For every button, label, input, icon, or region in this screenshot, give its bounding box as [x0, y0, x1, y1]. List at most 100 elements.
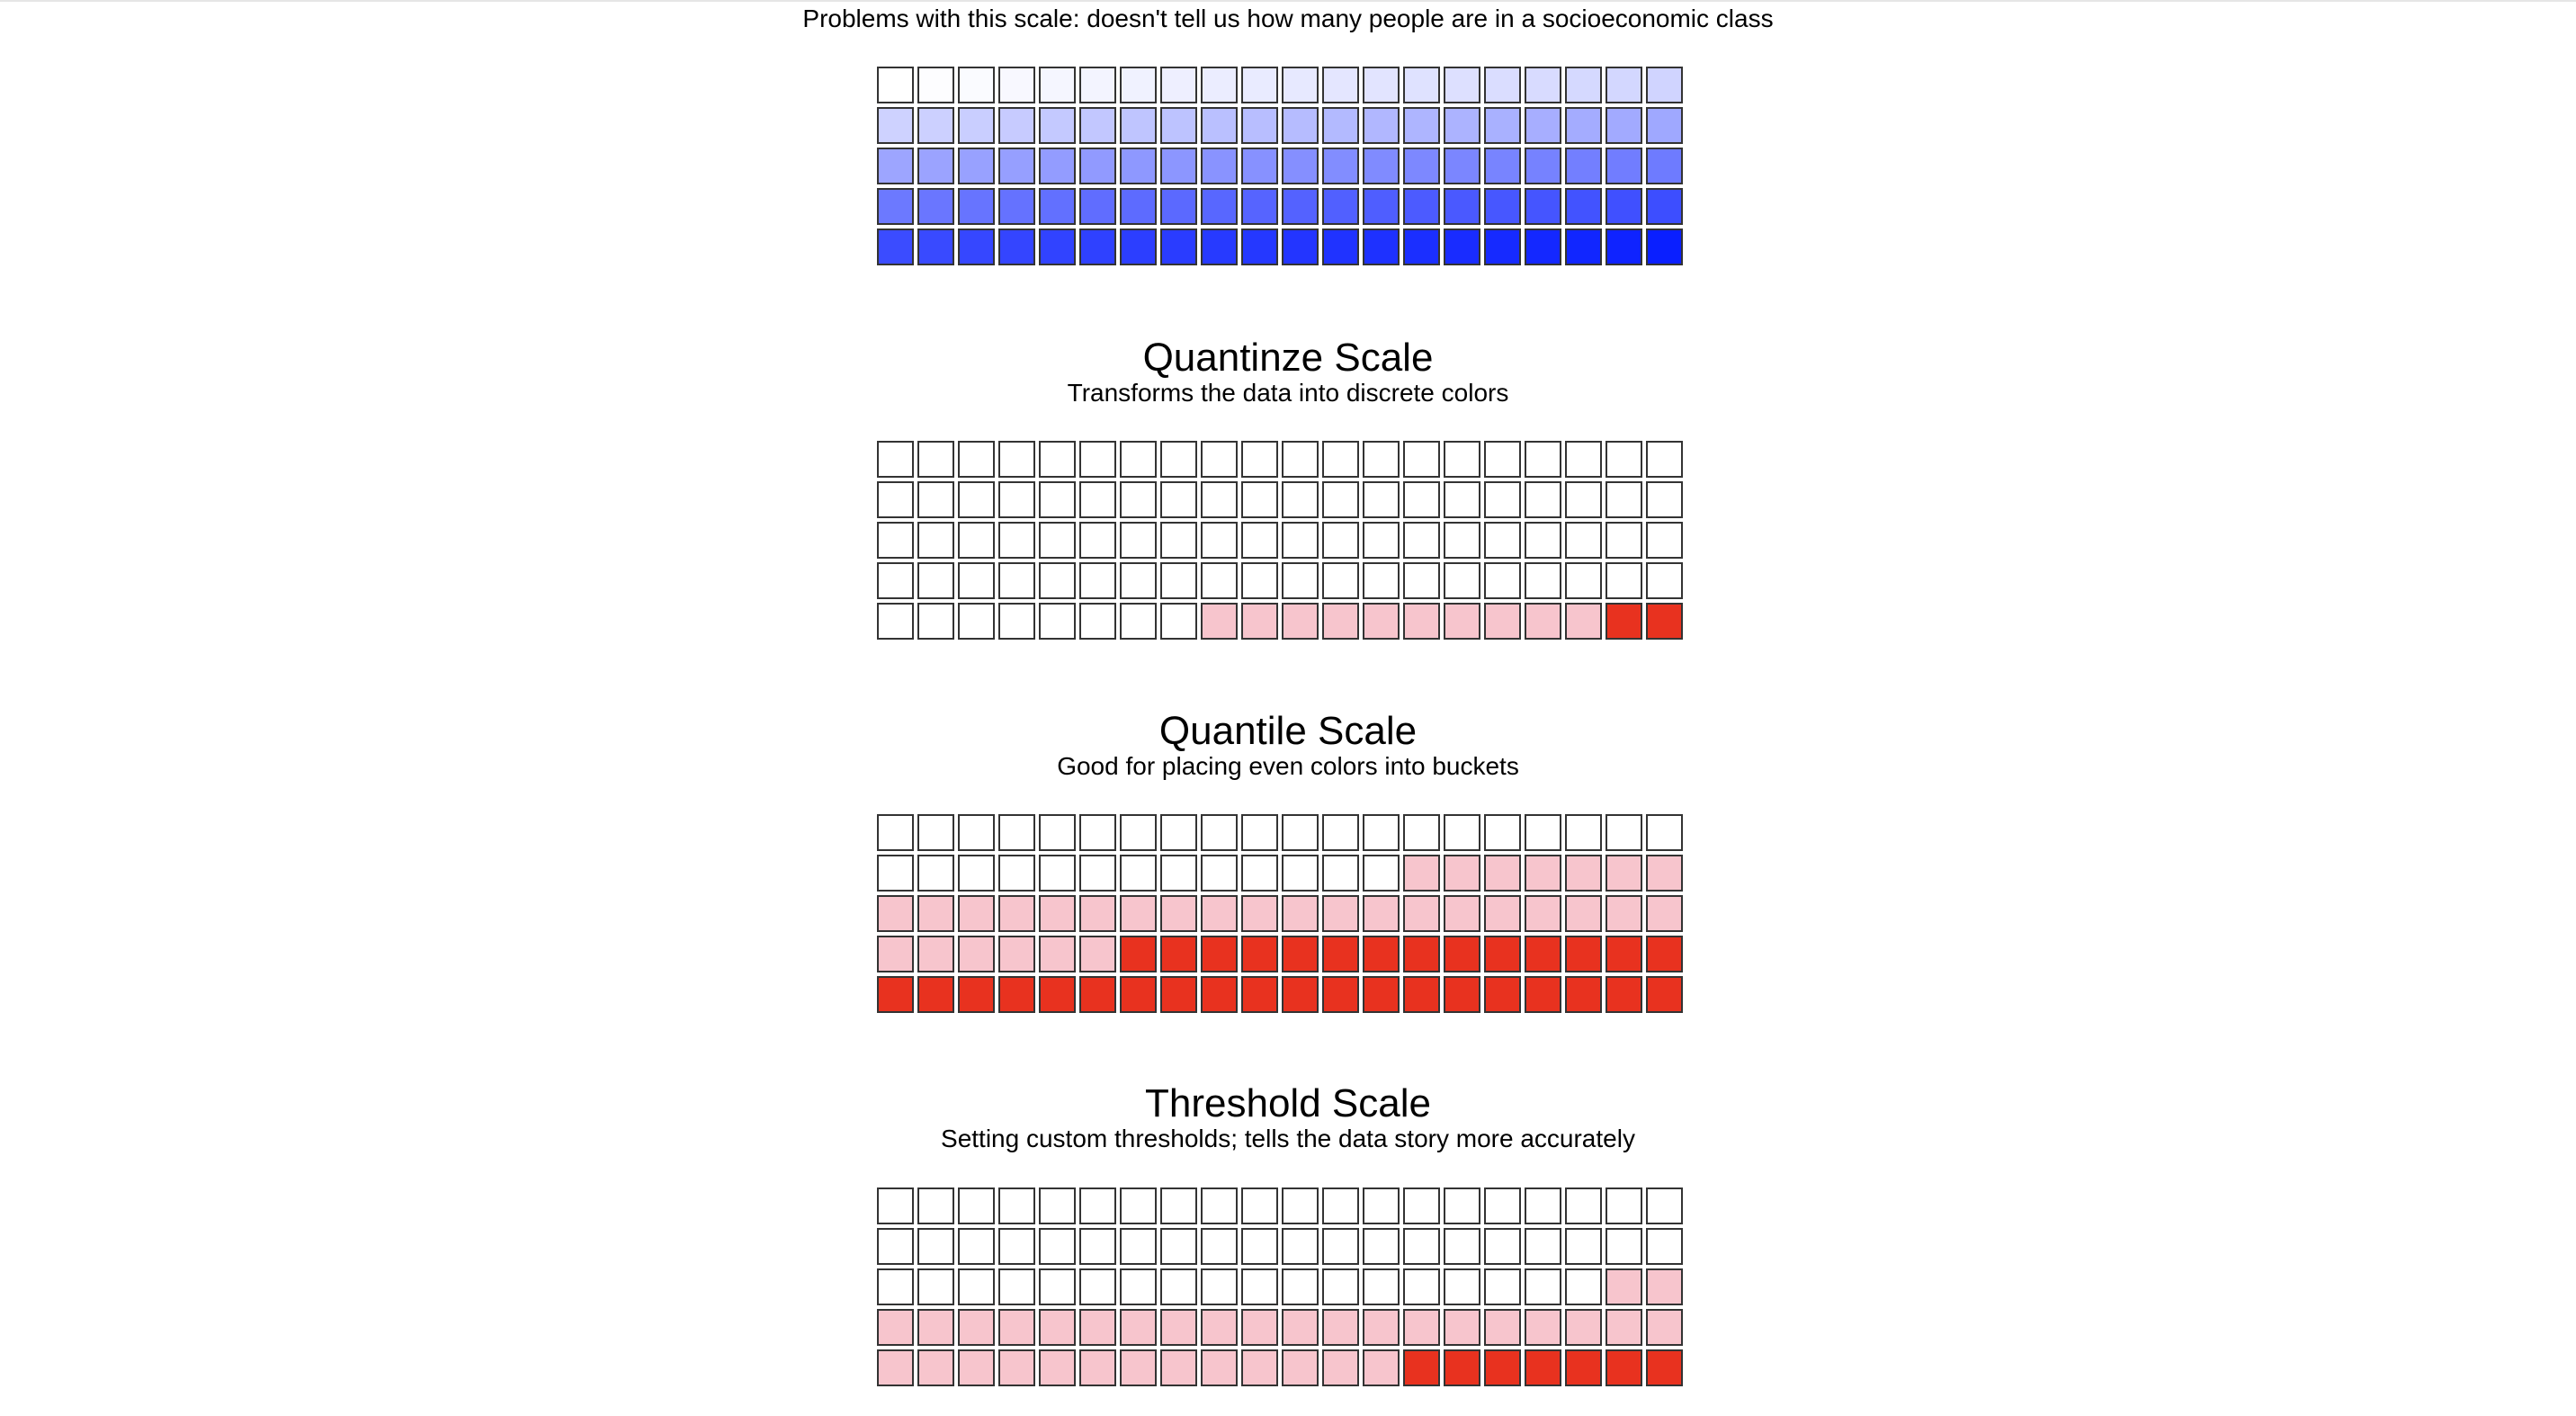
- linear-scale-cell: [877, 188, 914, 225]
- quantize-scale-cell: [1120, 522, 1157, 559]
- quantize-scale-cell: [1079, 562, 1116, 599]
- quantile-scale-cell: [1120, 855, 1157, 892]
- threshold-scale-cell: [998, 1309, 1035, 1346]
- quantile-scale-cell: [1160, 814, 1197, 851]
- threshold-scale-cell: [1241, 1228, 1278, 1265]
- quantile-scale-cell: [1444, 936, 1480, 972]
- quantile-scale-cell: [1363, 895, 1400, 932]
- quantize-scale-cell: [1241, 603, 1278, 640]
- linear-scale-cell: [1606, 229, 1642, 265]
- threshold-scale-cell: [1160, 1349, 1197, 1386]
- quantile-scale-cell: [1484, 814, 1521, 851]
- threshold-scale-cell: [1525, 1309, 1561, 1346]
- threshold-scale-cell: [1525, 1349, 1561, 1386]
- quantize-scale-cell: [1079, 522, 1116, 559]
- threshold-scale-cell: [1403, 1349, 1440, 1386]
- threshold-scale-cell: [998, 1349, 1035, 1386]
- quantile-scale-cell: [998, 895, 1035, 932]
- quantile-scale-cell: [1282, 855, 1319, 892]
- quantize-scale-cell: [1484, 522, 1521, 559]
- quantile-scale-cell: [1484, 936, 1521, 972]
- quantile-scale-cell: [877, 895, 914, 932]
- quantile-scale-cell: [1160, 936, 1197, 972]
- threshold-scale-cell: [1363, 1187, 1400, 1224]
- threshold-scale-cell: [1079, 1349, 1116, 1386]
- quantile-scale-cell: [1565, 936, 1602, 972]
- quantize-scale-cell: [1160, 522, 1197, 559]
- linear-scale-cell: [1322, 148, 1359, 184]
- quantile-scale-cell: [1201, 936, 1238, 972]
- threshold-scale-cell: [1201, 1309, 1238, 1346]
- quantize-scale-cell: [998, 481, 1035, 518]
- threshold-scale-cell: [1525, 1187, 1561, 1224]
- quantize-scale-cell: [1039, 603, 1076, 640]
- quantize-scale-cell: [1322, 603, 1359, 640]
- threshold-scale-cell: [1322, 1187, 1359, 1224]
- quantize-scale-cell: [1363, 441, 1400, 478]
- linear-scale-cell: [1120, 148, 1157, 184]
- quantize-scale-cell: [1322, 562, 1359, 599]
- quantize-scale-cell: [1201, 603, 1238, 640]
- linear-scale-cell: [1322, 229, 1359, 265]
- quantile-scale-cell: [998, 936, 1035, 972]
- linear-scale-cell: [1484, 67, 1521, 103]
- quantize-scale-cell: [958, 441, 995, 478]
- quantize-scale-cell: [998, 441, 1035, 478]
- threshold-scale-cell: [1160, 1187, 1197, 1224]
- threshold-scale-cell: [877, 1228, 914, 1265]
- quantile-scale-cell: [1241, 855, 1278, 892]
- quantize-scale-cell: [1403, 481, 1440, 518]
- quantize-scale-cell: [1079, 603, 1116, 640]
- quantile-scale-cell: [1403, 936, 1440, 972]
- quantize-scale-cell: [877, 522, 914, 559]
- linear-scale-cell: [1241, 67, 1278, 103]
- threshold-scale-subtitle: Setting custom thresholds; tells the dat…: [941, 1125, 1635, 1152]
- quantize-scale-cell: [1646, 481, 1683, 518]
- threshold-scale-cell: [958, 1268, 995, 1305]
- threshold-scale-cell: [1160, 1268, 1197, 1305]
- threshold-scale-cell: [1403, 1187, 1440, 1224]
- linear-scale-cell: [1444, 148, 1480, 184]
- quantize-scale-cell: [1606, 481, 1642, 518]
- linear-scale-cell: [877, 107, 914, 144]
- quantize-scale-cell: [1444, 562, 1480, 599]
- quantize-scale-cell: [1282, 441, 1319, 478]
- linear-scale-cell: [917, 67, 954, 103]
- threshold-scale-cell: [1079, 1309, 1116, 1346]
- quantize-scale-cell: [1039, 522, 1076, 559]
- quantile-scale-subtitle: Good for placing even colors into bucket…: [1057, 752, 1519, 780]
- quantize-scale-cell: [1646, 441, 1683, 478]
- quantize-scale-cell: [1322, 481, 1359, 518]
- quantile-scale-cell: [1606, 855, 1642, 892]
- quantize-scale-cell: [1646, 603, 1683, 640]
- quantize-scale-cell: [1606, 562, 1642, 599]
- quantize-scale-cell: [917, 441, 954, 478]
- quantize-scale-cell: [1525, 603, 1561, 640]
- threshold-scale-cell: [1201, 1187, 1238, 1224]
- quantize-scale-cell: [877, 441, 914, 478]
- threshold-scale-cell: [1606, 1309, 1642, 1346]
- linear-scale-cell: [1646, 67, 1683, 103]
- quantile-scale-cell: [1606, 814, 1642, 851]
- quantile-scale-cell: [917, 936, 954, 972]
- threshold-scale-cell: [1282, 1268, 1319, 1305]
- threshold-scale-cell: [1525, 1228, 1561, 1265]
- quantile-scale-cell: [1282, 895, 1319, 932]
- threshold-scale-cell: [877, 1268, 914, 1305]
- quantile-scale-cell: [917, 895, 954, 932]
- threshold-scale-cell: [1444, 1349, 1480, 1386]
- threshold-scale-cell: [917, 1309, 954, 1346]
- quantile-scale-cell: [1565, 895, 1602, 932]
- threshold-scale-cell: [1282, 1309, 1319, 1346]
- linear-scale-cell: [1525, 188, 1561, 225]
- quantile-scale-cell: [1322, 976, 1359, 1013]
- linear-scale-cell: [1160, 229, 1197, 265]
- quantile-scale-cell: [1525, 976, 1561, 1013]
- quantile-scale-cell: [1079, 936, 1116, 972]
- quantile-scale-cell: [1403, 895, 1440, 932]
- threshold-scale-cell: [1241, 1309, 1278, 1346]
- threshold-scale-cell: [1606, 1228, 1642, 1265]
- quantize-scale-cell: [1363, 562, 1400, 599]
- quantize-scale-cell: [1120, 603, 1157, 640]
- quantize-scale-cell: [1525, 481, 1561, 518]
